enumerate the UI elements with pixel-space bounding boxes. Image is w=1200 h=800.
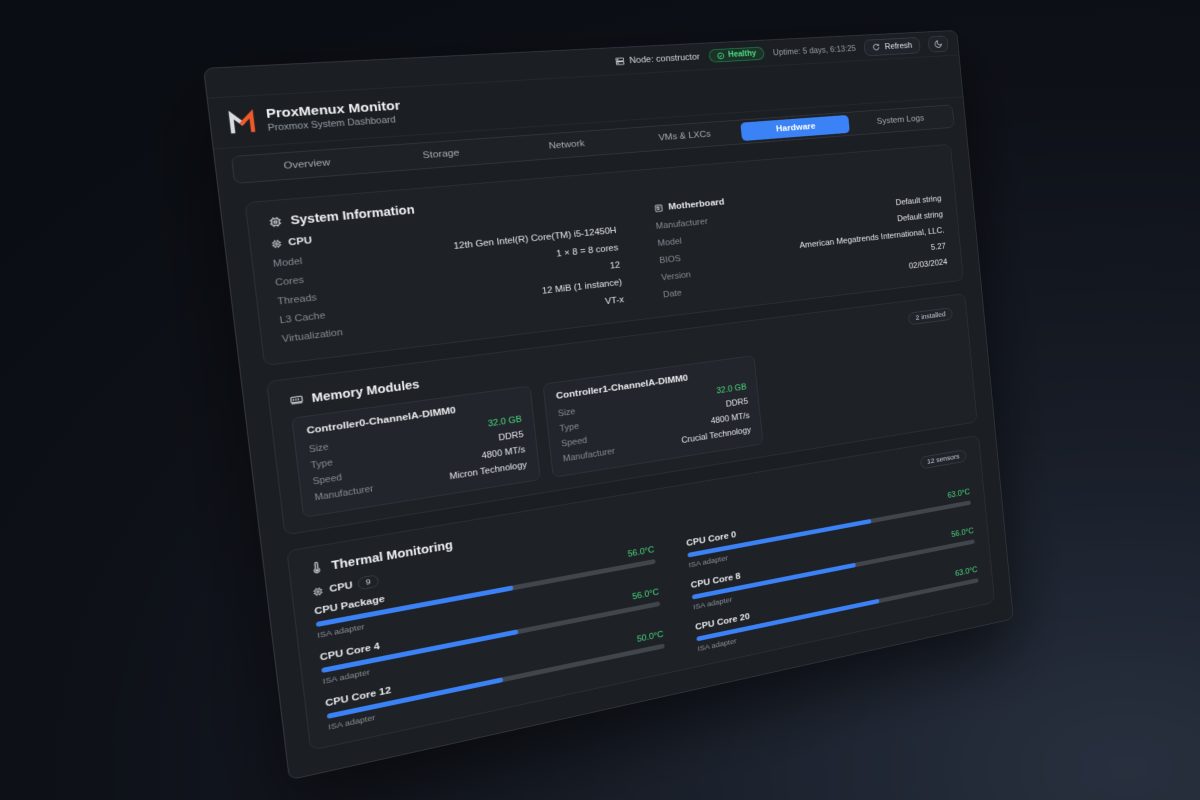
installed-count-badge: 2 installed <box>907 307 954 326</box>
tab-network[interactable]: Network <box>548 138 586 152</box>
uptime-text: Uptime: 5 days, 6:13:25 <box>772 43 857 58</box>
node-indicator: Node: constructor <box>614 52 700 66</box>
cpu-icon <box>312 585 325 597</box>
thermometer-icon <box>309 560 325 575</box>
node-label: Node: constructor <box>628 51 701 66</box>
temperature-value: 56.0°C <box>627 545 655 560</box>
tab-hardware[interactable]: Hardware <box>740 114 850 142</box>
moon-icon <box>934 39 943 48</box>
temperature-value: 63.0°C <box>947 487 971 501</box>
thermal-group-title: CPU <box>328 580 354 595</box>
hardware-panel: System Information CPU Model 12th Gen Int… <box>219 134 1012 776</box>
system-information-title: System Information <box>289 202 416 228</box>
cpu-info-column: CPU Model 12th Gen Intel(R) Core(TM) i5-1… <box>270 208 625 349</box>
tab-storage[interactable]: Storage <box>422 148 460 161</box>
proxmenux-logo <box>225 108 258 136</box>
refresh-icon <box>872 43 881 52</box>
health-status-badge: Healthy <box>708 46 765 63</box>
tab-system-logs[interactable]: System Logs <box>876 113 925 127</box>
check-circle-icon <box>717 51 726 59</box>
refresh-label: Refresh <box>884 40 913 52</box>
memory-module-card: Controller1-ChannelA-DIMM0 Size 32.0 GB T… <box>542 355 764 478</box>
memory-module-card: Controller0-ChannelA-DIMM0 Size 32.0 GB T… <box>291 385 541 518</box>
tab-vms-lxcs[interactable]: VMs & LXCs <box>658 129 712 143</box>
sensor-count-badge: 12 sensors <box>919 449 967 470</box>
theme-toggle-button[interactable] <box>927 35 949 53</box>
temperature-value: 56.0°C <box>951 526 974 540</box>
temperature-value: 50.0°C <box>636 629 664 645</box>
proxmenux-dashboard-window: Node: constructor Healthy Uptime: 5 days… <box>203 30 1014 781</box>
refresh-button[interactable]: Refresh <box>863 36 921 56</box>
motherboard-section-title: Motherboard <box>667 197 725 212</box>
thermal-group-count-badge: 9 <box>357 574 379 591</box>
memory-modules-title: Memory Modules <box>310 376 420 405</box>
temperature-value: 63.0°C <box>954 565 978 579</box>
tab-overview[interactable]: Overview <box>283 157 331 172</box>
health-status-label: Healthy <box>727 49 757 60</box>
temperature-value: 56.0°C <box>631 587 660 602</box>
motherboard-info-column: Motherboard Manufacturer Default string M… <box>653 178 948 304</box>
cpu-icon <box>270 238 283 249</box>
empty-module-slot <box>765 328 962 442</box>
memory-icon <box>289 392 305 407</box>
server-icon <box>614 56 625 66</box>
chip-icon <box>267 214 283 228</box>
motherboard-icon <box>653 203 664 213</box>
cpu-section-title: CPU <box>287 235 313 248</box>
